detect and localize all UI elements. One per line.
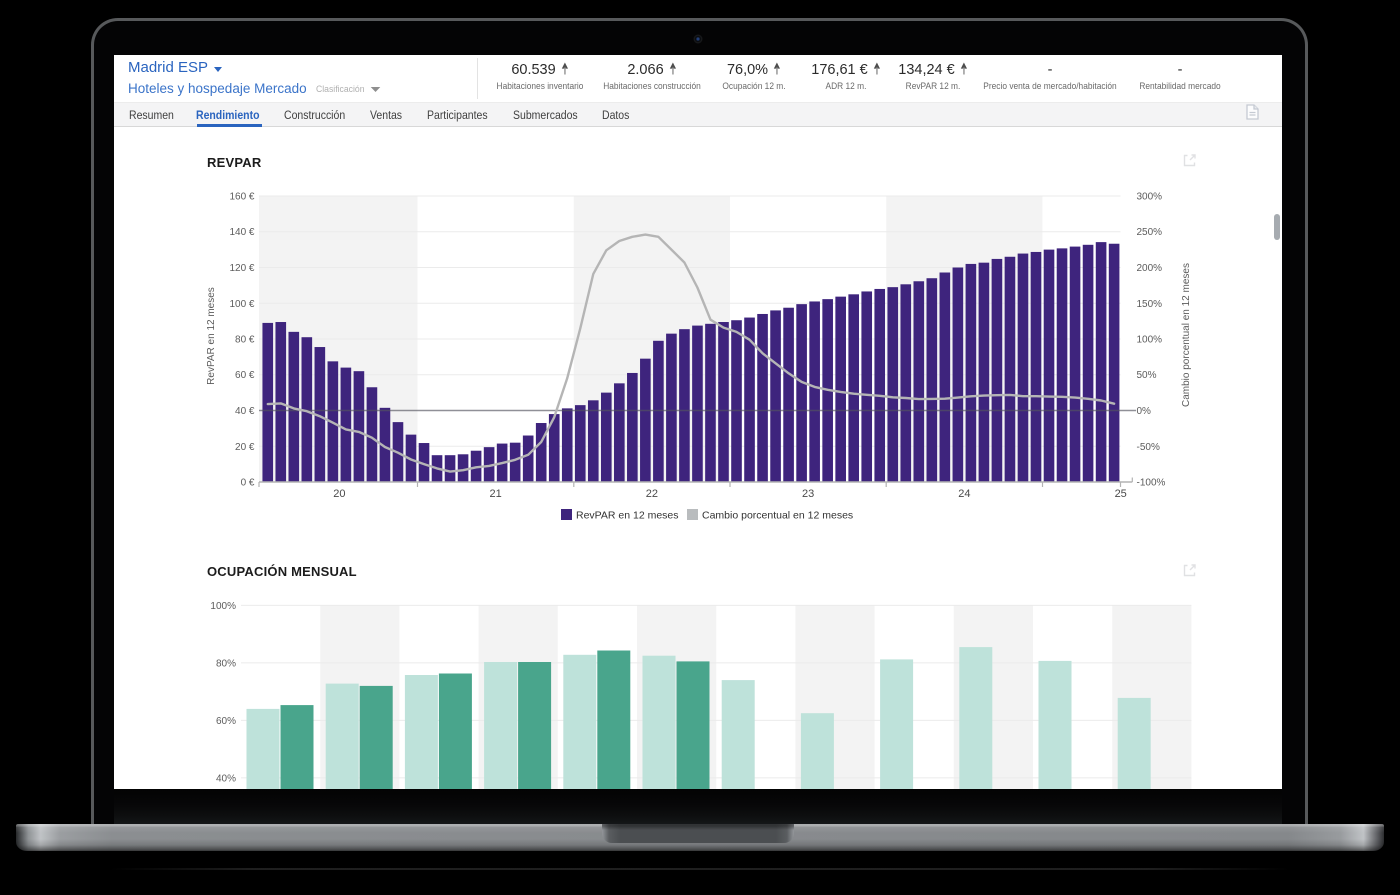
svg-text:80%: 80% <box>216 658 236 669</box>
svg-text:40%: 40% <box>216 773 236 784</box>
svg-text:100%: 100% <box>210 601 236 612</box>
svg-text:0 €: 0 € <box>241 478 255 489</box>
svg-text:22: 22 <box>646 488 658 500</box>
svg-text:40 €: 40 € <box>235 406 255 417</box>
svg-text:21: 21 <box>489 488 501 500</box>
svg-text:24: 24 <box>958 488 970 500</box>
svg-text:-100%: -100% <box>1137 478 1166 489</box>
svg-text:20: 20 <box>333 488 345 500</box>
svg-text:300%: 300% <box>1137 192 1163 203</box>
svg-text:250%: 250% <box>1137 227 1163 238</box>
svg-text:160 €: 160 € <box>229 192 254 203</box>
svg-text:80 €: 80 € <box>235 335 255 346</box>
svg-text:23: 23 <box>802 488 814 500</box>
svg-text:50%: 50% <box>1137 370 1157 381</box>
svg-text:RevPAR en 12 meses: RevPAR en 12 meses <box>206 287 217 385</box>
svg-text:20 €: 20 € <box>235 442 255 453</box>
svg-text:140 €: 140 € <box>229 227 254 238</box>
svg-text:100 €: 100 € <box>229 299 254 310</box>
svg-text:-50%: -50% <box>1137 442 1160 453</box>
svg-text:60 €: 60 € <box>235 370 255 381</box>
svg-text:Cambio porcentual en 12 meses: Cambio porcentual en 12 meses <box>1181 263 1192 407</box>
svg-text:0%: 0% <box>1137 406 1152 417</box>
svg-text:120 €: 120 € <box>229 263 254 274</box>
svg-text:150%: 150% <box>1137 299 1163 310</box>
svg-text:RevPAR en 12 meses: RevPAR en 12 meses <box>576 510 679 522</box>
svg-text:25: 25 <box>1115 488 1127 500</box>
svg-text:100%: 100% <box>1137 335 1163 346</box>
svg-text:Cambio porcentual en 12 meses: Cambio porcentual en 12 meses <box>702 510 853 522</box>
svg-text:200%: 200% <box>1137 263 1163 274</box>
svg-text:60%: 60% <box>216 716 236 727</box>
